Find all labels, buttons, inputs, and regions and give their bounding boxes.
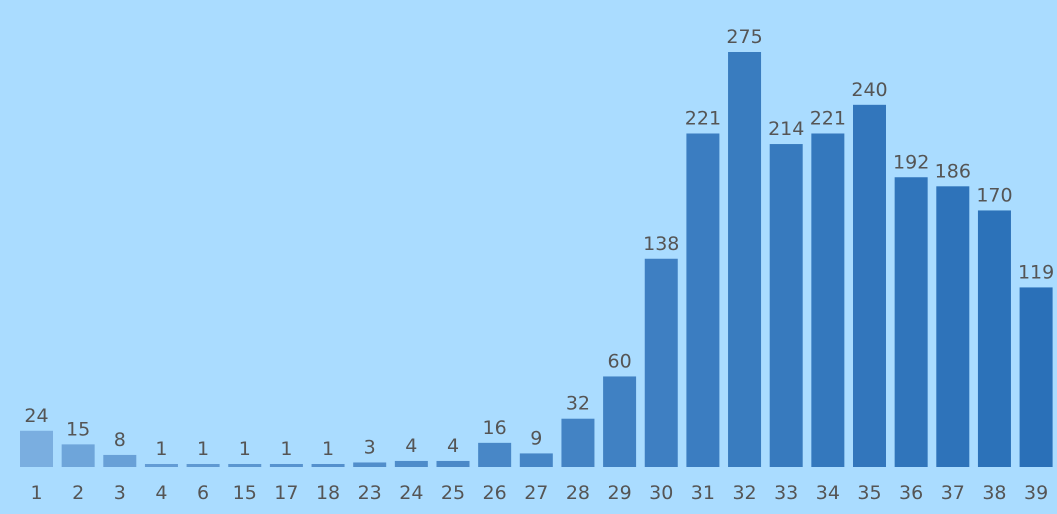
value-label-6: 1 [197, 438, 209, 460]
value-label-25: 4 [447, 435, 459, 457]
bar-24 [394, 460, 428, 467]
value-label-27: 9 [530, 427, 542, 449]
value-label-30: 138 [643, 233, 679, 255]
x-tick-label-1: 1 [30, 482, 42, 504]
value-label-17: 1 [280, 438, 292, 460]
bar-15 [228, 464, 262, 467]
x-tick-label-26: 26 [483, 482, 507, 504]
x-tick-label-39: 39 [1024, 482, 1048, 504]
value-label-37: 186 [935, 160, 971, 182]
x-tick-label-24: 24 [399, 482, 423, 504]
bar-37 [936, 186, 970, 467]
bar-2 [61, 444, 95, 467]
value-label-18: 1 [322, 438, 334, 460]
value-label-2: 15 [66, 418, 90, 440]
value-label-15: 1 [239, 438, 251, 460]
x-tick-label-18: 18 [316, 482, 340, 504]
x-tick-label-23: 23 [358, 482, 382, 504]
value-label-33: 214 [768, 118, 804, 140]
value-label-26: 16 [483, 417, 507, 439]
bar-26 [478, 442, 512, 467]
x-tick-label-30: 30 [649, 482, 673, 504]
value-label-3: 8 [114, 429, 126, 451]
bar-33 [769, 144, 803, 468]
value-label-28: 32 [566, 393, 590, 415]
value-label-39: 119 [1018, 261, 1054, 283]
value-label-29: 60 [608, 350, 632, 372]
x-tick-label-6: 6 [197, 482, 209, 504]
bar-29 [603, 376, 637, 467]
bar-27 [519, 453, 553, 467]
bar-1 [20, 430, 53, 467]
x-tick-label-27: 27 [524, 482, 548, 504]
x-tick-label-15: 15 [233, 482, 257, 504]
x-tick-label-31: 31 [691, 482, 715, 504]
bar-36 [894, 177, 928, 467]
value-label-38: 170 [976, 184, 1012, 206]
bar-39 [1019, 287, 1053, 467]
x-tick-label-37: 37 [941, 482, 965, 504]
x-tick-label-3: 3 [114, 482, 126, 504]
bar-28 [561, 418, 595, 467]
x-tick-label-28: 28 [566, 482, 590, 504]
bar-32 [728, 52, 762, 467]
bar-25 [436, 460, 470, 467]
value-label-32: 275 [726, 26, 762, 48]
x-tick-labels-group: 1 2 3 4 6 15 17 18 23 24 25 26 27 28 29 30 31 32 33 34 35 36 3… [30, 482, 1048, 504]
x-tick-label-36: 36 [899, 482, 923, 504]
bar-3 [103, 454, 137, 467]
bars-group [20, 52, 1053, 468]
value-label-35: 240 [851, 79, 887, 101]
bar-18 [311, 464, 345, 467]
bar-34 [811, 133, 845, 468]
x-tick-label-32: 32 [732, 482, 756, 504]
value-label-34: 221 [810, 107, 846, 129]
bar-4 [144, 464, 178, 467]
x-tick-label-4: 4 [155, 482, 167, 504]
x-tick-label-17: 17 [274, 482, 298, 504]
x-tick-label-34: 34 [816, 482, 840, 504]
value-label-4: 1 [155, 438, 167, 460]
value-label-36: 192 [893, 151, 929, 173]
x-tick-label-29: 29 [608, 482, 632, 504]
bar-30 [644, 258, 678, 467]
bar-23 [353, 462, 387, 467]
bar-17 [269, 464, 303, 467]
value-label-23: 3 [364, 436, 376, 458]
x-tick-label-25: 25 [441, 482, 465, 504]
bar-6 [186, 464, 220, 467]
value-label-24: 4 [405, 435, 417, 457]
bar-31 [686, 133, 720, 468]
x-tick-label-2: 2 [72, 482, 84, 504]
x-tick-label-33: 33 [774, 482, 798, 504]
bar-35 [853, 104, 886, 467]
x-tick-label-35: 35 [857, 482, 881, 504]
x-tick-label-38: 38 [982, 482, 1006, 504]
bar-38 [977, 210, 1011, 467]
value-label-1: 24 [24, 405, 48, 427]
value-label-31: 221 [685, 107, 721, 129]
